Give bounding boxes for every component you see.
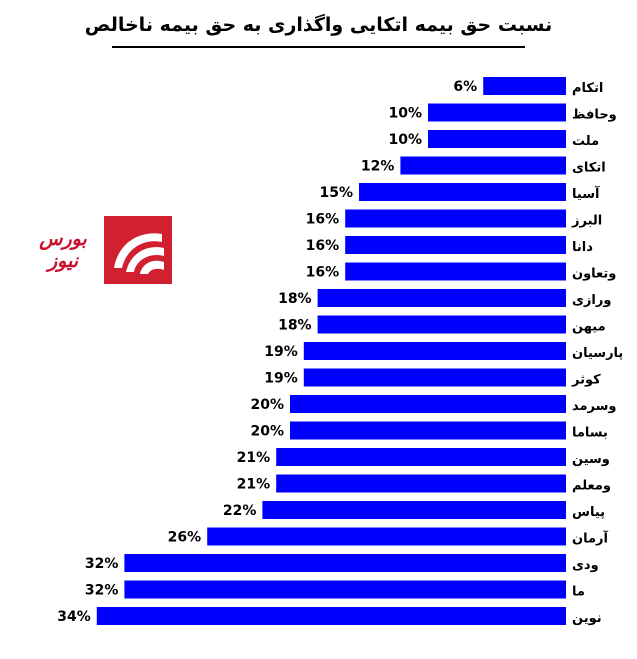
bar-value-label: 16% <box>306 238 340 254</box>
category-label: وحافظ <box>572 108 617 123</box>
bar-value-label: 26% <box>168 530 202 546</box>
bar <box>345 209 566 228</box>
bar <box>483 77 566 95</box>
watermark-logo: بورس نیوز <box>22 208 172 288</box>
bar <box>262 501 566 519</box>
category-label: پارسیان <box>572 346 623 361</box>
category-label: ورازی <box>572 293 611 308</box>
bar-value-label: 15% <box>319 185 353 201</box>
bar <box>124 554 567 572</box>
watermark-text: بورس نیوز <box>39 228 87 272</box>
category-label: ودی <box>572 558 599 573</box>
category-label: پیاس <box>572 505 605 520</box>
bar <box>276 474 566 493</box>
bar <box>303 342 566 360</box>
bar-value-label: 20% <box>250 397 284 413</box>
bar <box>317 289 566 307</box>
category-label: آرمان <box>572 530 609 547</box>
category-label: اتکام <box>572 81 603 96</box>
bar <box>400 156 566 175</box>
category-label: ومعلم <box>572 479 611 494</box>
bar-value-label: 16% <box>306 212 340 228</box>
bar-value-label: 6% <box>453 79 477 95</box>
category-label: میهن <box>572 320 606 335</box>
bar-value-label: 22% <box>223 503 257 519</box>
category-label: بساما <box>572 426 608 441</box>
bar-value-label: 19% <box>264 344 298 360</box>
bar-value-label: 20% <box>250 424 284 440</box>
category-label: البرز <box>571 214 602 229</box>
category-label: نوین <box>572 611 602 626</box>
chart-title: نسبت حق بیمه اتکایی واگذاری به حق بیمه ن… <box>84 14 553 36</box>
bar <box>345 236 566 254</box>
category-label: وسین <box>572 452 610 467</box>
bar <box>428 103 566 122</box>
bar <box>345 262 566 281</box>
bar-value-label: 10% <box>388 106 422 122</box>
category-label: کوثر <box>571 373 601 388</box>
category-label: اتکای <box>572 161 606 176</box>
category-label: ملت <box>572 134 599 149</box>
bar-value-label: 18% <box>278 291 312 307</box>
bar-value-label: 21% <box>237 477 271 493</box>
bar <box>207 527 566 546</box>
category-label: ما <box>572 585 585 600</box>
bar-value-label: 32% <box>85 583 119 599</box>
bar <box>124 580 567 599</box>
bar <box>359 183 566 201</box>
bar <box>290 395 566 413</box>
category-label: آسیا <box>572 185 600 202</box>
bar-value-label: 32% <box>85 556 119 572</box>
category-label: وسرمد <box>572 399 617 414</box>
logo-icon <box>104 216 172 284</box>
bar-value-label: 12% <box>361 159 395 175</box>
category-label: دانا <box>572 240 593 255</box>
bar <box>317 315 566 334</box>
bar-value-label: 10% <box>388 132 422 148</box>
bar-value-label: 21% <box>237 450 271 466</box>
bar-value-label: 18% <box>278 318 312 334</box>
title-underline <box>112 46 525 48</box>
bar <box>428 130 566 148</box>
bar-value-label: 19% <box>264 371 298 387</box>
bar <box>303 368 566 387</box>
bar-value-label: 16% <box>306 265 340 281</box>
bar <box>290 421 566 440</box>
category-label: وتعاون <box>572 267 616 282</box>
bar <box>96 607 567 625</box>
bar <box>276 448 566 466</box>
bar-value-label: 34% <box>57 609 91 625</box>
